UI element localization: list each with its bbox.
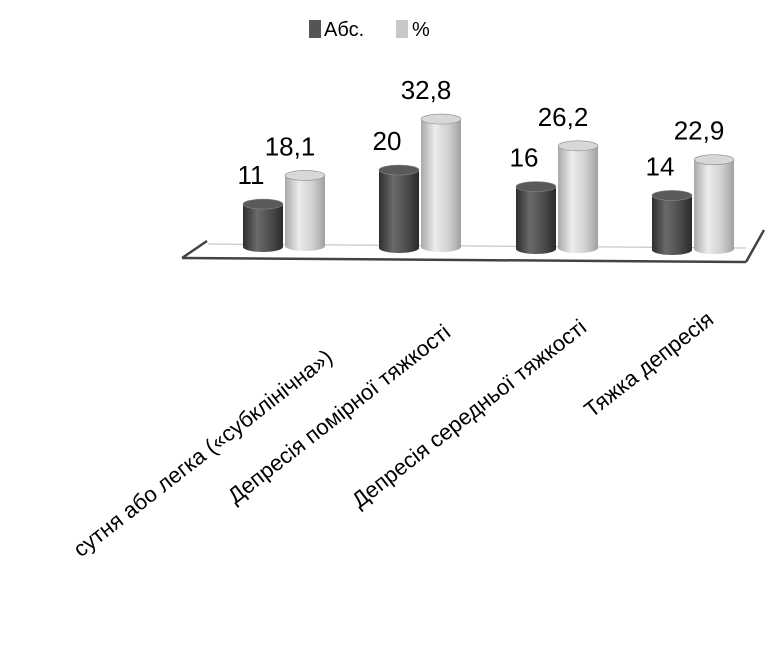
bar-pct-1 [284,170,326,251]
legend-label-pct: % [412,19,430,41]
bar-abs-3 [515,181,557,254]
legend: Абс. % [309,19,430,41]
value-label-pct-2: 32,8 [401,75,452,105]
value-label-abs-3: 16 [510,143,539,173]
value-label-abs-1: 11 [238,160,265,190]
value-label-pct-3: 26,2 [538,102,589,132]
bar-abs-4 [651,190,693,255]
bar-pct-4 [693,154,735,254]
category-labels-layer: сутня або легка («субклінічна»)Депресія … [68,306,718,562]
value-label-pct-1: 18,1 [265,131,316,161]
bar-pct-3 [557,140,599,253]
category-label-3: Депресія середньої тяжкості [347,314,591,512]
bar-abs-1 [242,198,284,252]
legend-swatch-pct [396,20,408,38]
value-label-abs-2: 20 [373,126,402,156]
bar-pct-2 [420,113,462,252]
legend-label-abs: Абс. [324,19,364,41]
legend-swatch-abs [309,20,321,38]
bars-layer [242,113,735,255]
value-label-pct-4: 22,9 [674,116,725,146]
bar-abs-2 [378,164,420,253]
category-label-4: Тяжка депресія [579,306,718,422]
value-label-abs-4: 14 [646,151,675,181]
